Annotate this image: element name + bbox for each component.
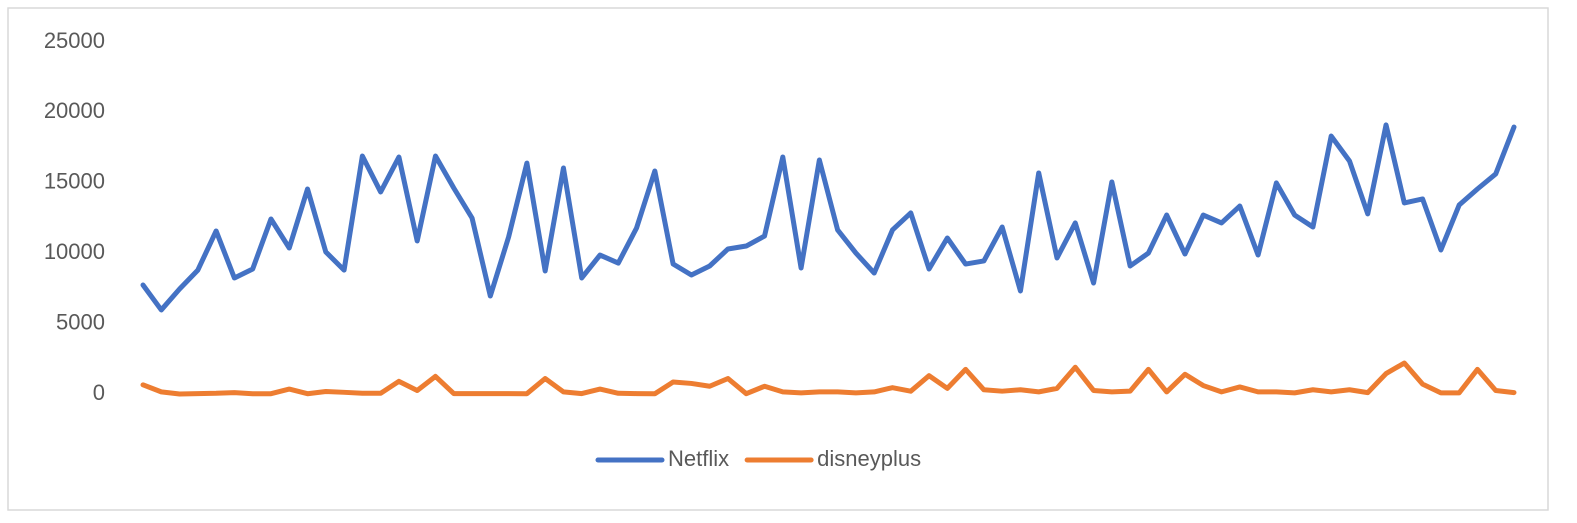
y-tick-label: 0 [93, 380, 105, 405]
y-tick-label: 10000 [44, 239, 105, 264]
y-tick-label: 15000 [44, 169, 105, 194]
y-tick-label: 20000 [44, 98, 105, 123]
legend-label: disneyplus [817, 446, 921, 471]
chart-frame [7, 7, 1549, 511]
y-tick-label: 25000 [44, 28, 105, 53]
line-series [140, 122, 1517, 313]
line-series [140, 360, 1517, 397]
y-tick-label: 5000 [56, 309, 105, 334]
legend-label: Netflix [668, 446, 729, 471]
